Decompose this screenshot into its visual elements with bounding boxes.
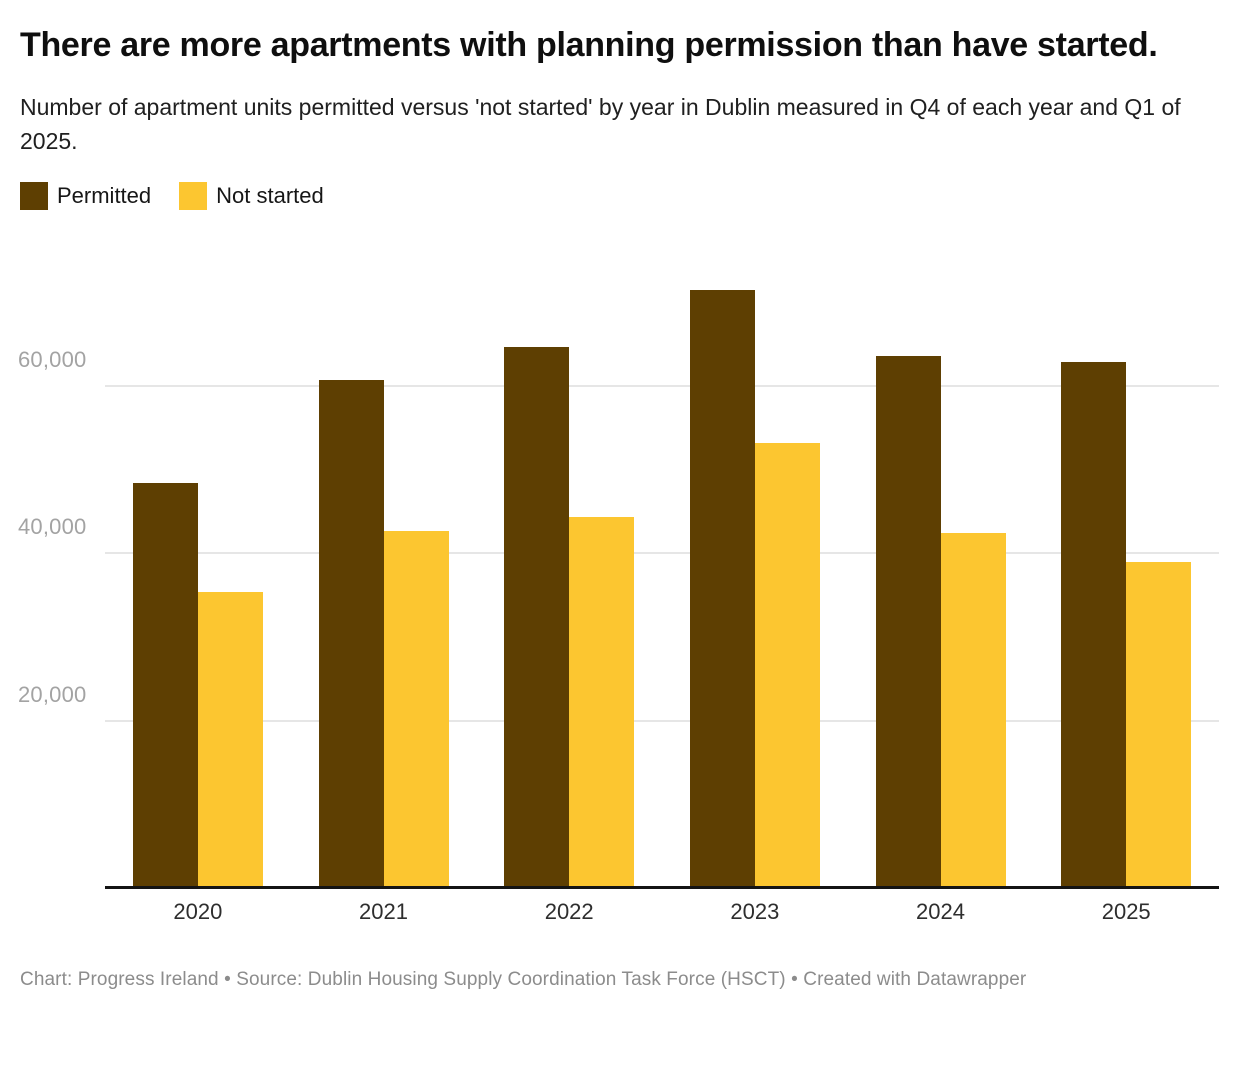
gridline-20000	[105, 719, 1219, 722]
chart-subtitle: Number of apartment units permitted vers…	[20, 94, 1181, 154]
x-axis-line	[105, 886, 1219, 889]
x-tick-label-2023: 2023	[730, 899, 780, 924]
bar-group-2023	[662, 260, 848, 888]
bar-group-2024	[848, 260, 1034, 888]
y-tick-label-60000: 60,000	[18, 346, 87, 372]
x-tick-label-2020: 2020	[173, 899, 223, 924]
legend-item-permitted: Permitted	[20, 182, 151, 210]
bar-groups	[105, 260, 1219, 888]
legend-item-not-started: Not started	[179, 182, 324, 210]
legend-label-permitted: Permitted	[57, 183, 152, 208]
x-tick-label-2024: 2024	[916, 899, 965, 924]
gridline-40000	[105, 552, 1219, 555]
bar-permitted-2020	[132, 482, 198, 888]
bar-group-2022	[476, 260, 662, 888]
x-tick-label-2022: 2022	[544, 899, 594, 924]
bar-permitted-2021	[318, 379, 384, 888]
y-tick-label-20000: 20,000	[18, 681, 87, 707]
bar-not-started-2021	[383, 531, 449, 888]
legend-swatch-permitted-icon	[20, 182, 48, 210]
bar-permitted-2022	[504, 347, 570, 888]
x-tick-label-2025: 2025	[1101, 899, 1151, 924]
bar-not-started-2020	[197, 591, 263, 888]
legend: Permitted Not started	[20, 182, 1220, 210]
bar-not-started-2025	[1126, 562, 1192, 888]
bar-permitted-2025	[1061, 362, 1127, 888]
legend-label-not-started: Not started	[216, 183, 324, 208]
bar-not-started-2022	[569, 517, 635, 888]
chart-title: There are more apartments with planning …	[20, 26, 1158, 64]
bar-permitted-2024	[875, 355, 941, 888]
x-tick-label-2021: 2021	[359, 899, 408, 924]
bar-chart-plot-area: 20,000 40,000 60,000	[0, 260, 1240, 889]
chart-footer: Chart: Progress Ireland • Source: Dublin…	[20, 969, 1027, 990]
bar-group-2021	[291, 260, 477, 888]
gridline-60000	[105, 384, 1219, 387]
bar-group-2020	[105, 260, 291, 888]
bar-not-started-2024	[940, 533, 1006, 888]
bar-permitted-2023	[689, 290, 755, 888]
bar-not-started-2023	[754, 442, 820, 888]
legend-swatch-not-started-icon	[179, 182, 208, 210]
x-axis-labels: 2020 2021 2022 2023 2024 2025	[105, 888, 1219, 925]
bar-group-2025	[1033, 260, 1219, 888]
y-tick-label-40000: 40,000	[18, 514, 87, 540]
